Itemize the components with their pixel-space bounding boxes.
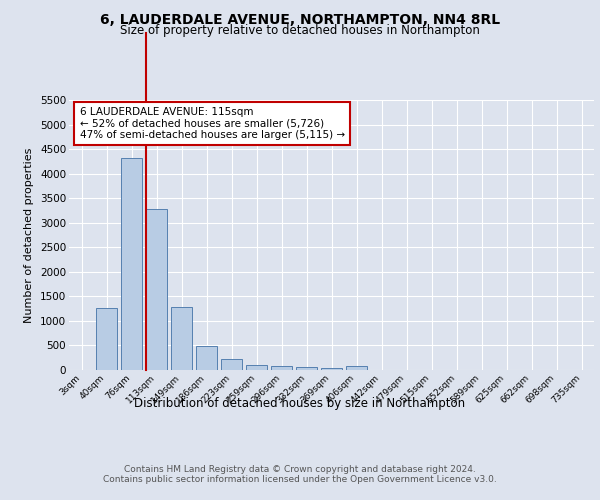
Text: Distribution of detached houses by size in Northampton: Distribution of detached houses by size … xyxy=(134,398,466,410)
Y-axis label: Number of detached properties: Number of detached properties xyxy=(25,148,34,322)
Bar xyxy=(96,308,117,370)
Text: Size of property relative to detached houses in Northampton: Size of property relative to detached ho… xyxy=(120,24,480,37)
Bar xyxy=(221,359,242,370)
Bar xyxy=(271,366,292,370)
Bar xyxy=(246,365,267,370)
Bar xyxy=(121,158,142,370)
Bar xyxy=(146,209,167,370)
Bar xyxy=(296,367,317,370)
Bar xyxy=(171,307,192,370)
Bar xyxy=(321,368,342,370)
Text: Contains HM Land Registry data © Crown copyright and database right 2024.
Contai: Contains HM Land Registry data © Crown c… xyxy=(103,465,497,484)
Text: 6, LAUDERDALE AVENUE, NORTHAMPTON, NN4 8RL: 6, LAUDERDALE AVENUE, NORTHAMPTON, NN4 8… xyxy=(100,12,500,26)
Bar xyxy=(196,346,217,370)
Bar xyxy=(346,366,367,370)
Text: 6 LAUDERDALE AVENUE: 115sqm
← 52% of detached houses are smaller (5,726)
47% of : 6 LAUDERDALE AVENUE: 115sqm ← 52% of det… xyxy=(79,107,344,140)
